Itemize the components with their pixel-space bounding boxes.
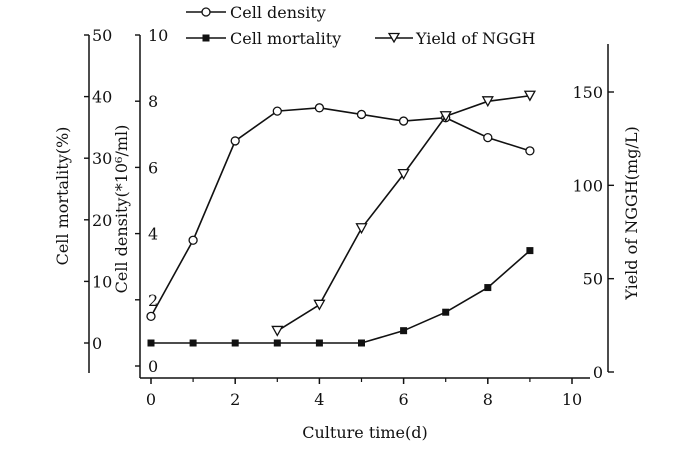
data-point-cell-mortality xyxy=(231,339,239,347)
data-point-cell-mortality xyxy=(273,339,281,347)
yield-axis-ticks: 0 50 100 150 xyxy=(572,83,614,382)
series-line-cell-density xyxy=(150,107,531,317)
data-point-yield-of-nggh xyxy=(397,168,410,180)
mortality-tick-label: 50 xyxy=(92,26,112,45)
series-line-yield-of-nggh xyxy=(276,94,531,332)
data-point-cell-density xyxy=(314,103,325,113)
yield-tick-label: 150 xyxy=(572,83,603,102)
x-tick-label: 0 xyxy=(146,390,156,409)
data-point-cell-mortality xyxy=(189,339,197,347)
data-point-yield-of-nggh xyxy=(355,223,368,235)
x-tick-label: 2 xyxy=(230,390,240,409)
data-point-cell-mortality xyxy=(147,339,155,347)
series-yield-of-nggh xyxy=(271,90,537,337)
data-point-cell-density xyxy=(483,132,493,143)
mortality-axis-title: Cell mortality(%) xyxy=(53,127,72,266)
yield-tick-label: 100 xyxy=(572,176,603,195)
data-point-yield-of-nggh xyxy=(313,299,326,311)
density-axis-title: Cell density(*10⁶/ml) xyxy=(112,125,131,294)
density-tick-label: 6 xyxy=(148,158,158,177)
data-point-cell-mortality xyxy=(358,339,365,347)
data-point-cell-density xyxy=(230,136,240,146)
legend-label-yield: Yield of NGGH xyxy=(415,29,536,48)
data-point-cell-mortality xyxy=(315,339,323,347)
series-layer xyxy=(146,90,537,347)
data-point-cell-mortality xyxy=(526,247,534,255)
data-point-cell-density xyxy=(272,106,282,116)
data-point-yield-of-nggh xyxy=(439,111,452,123)
yield-tick-label: 0 xyxy=(593,363,603,382)
legend-item-cell-mortality: Cell mortality xyxy=(186,29,341,48)
data-point-cell-density xyxy=(398,116,409,126)
density-tick-label: 2 xyxy=(148,291,158,310)
data-point-cell-mortality xyxy=(400,327,408,335)
data-point-cell-density xyxy=(188,235,198,245)
data-point-yield-of-nggh xyxy=(271,325,284,337)
legend-marker-yield xyxy=(387,32,401,44)
density-tick-label: 0 xyxy=(148,357,158,376)
data-point-yield-of-nggh xyxy=(481,96,494,108)
legend-label-cell-mortality: Cell mortality xyxy=(230,29,341,48)
x-tick-label: 8 xyxy=(483,390,493,409)
mortality-axis-ticks: 0 10 20 30 40 50 xyxy=(84,26,112,353)
series-cell-mortality xyxy=(147,247,534,347)
density-tick-label: 8 xyxy=(148,92,158,111)
density-tick-label: 10 xyxy=(148,26,168,45)
mortality-tick-label: 20 xyxy=(92,211,112,230)
data-point-cell-density xyxy=(146,311,156,322)
mortality-tick-label: 30 xyxy=(92,149,112,168)
x-axis-title: Culture time(d) xyxy=(302,423,428,442)
x-axis-ticks: 0 2 4 6 8 10 xyxy=(146,378,582,409)
yield-axis-title: Yield of NGGH(mg/L) xyxy=(622,126,641,300)
legend: Cell density Cell mortality Yield of NGG… xyxy=(186,3,536,48)
density-tick-label: 4 xyxy=(148,225,158,244)
yield-tick-label: 50 xyxy=(583,270,603,289)
series-cell-density xyxy=(146,103,535,322)
mortality-tick-label: 0 xyxy=(92,334,102,353)
data-point-cell-density xyxy=(525,146,535,156)
plot-frame xyxy=(88,35,609,379)
data-point-cell-mortality xyxy=(484,284,492,292)
x-tick-label: 10 xyxy=(562,390,582,409)
density-axis-ticks: 0 2 4 6 8 10 xyxy=(135,26,168,376)
data-point-yield-of-nggh xyxy=(523,90,537,102)
data-point-cell-density xyxy=(356,109,367,120)
legend-item-cell-density: Cell density xyxy=(186,3,326,22)
legend-item-yield: Yield of NGGH xyxy=(375,29,536,48)
series-line-cell-mortality xyxy=(151,249,531,344)
x-tick-label: 4 xyxy=(314,390,324,409)
legend-label-cell-density: Cell density xyxy=(230,3,326,22)
mortality-tick-label: 40 xyxy=(92,88,112,107)
x-tick-label: 6 xyxy=(399,390,409,409)
data-point-cell-mortality xyxy=(442,308,450,316)
legend-marker-cell-mortality xyxy=(202,34,210,42)
legend-marker-cell-density xyxy=(201,7,211,17)
mortality-tick-label: 10 xyxy=(92,272,112,291)
